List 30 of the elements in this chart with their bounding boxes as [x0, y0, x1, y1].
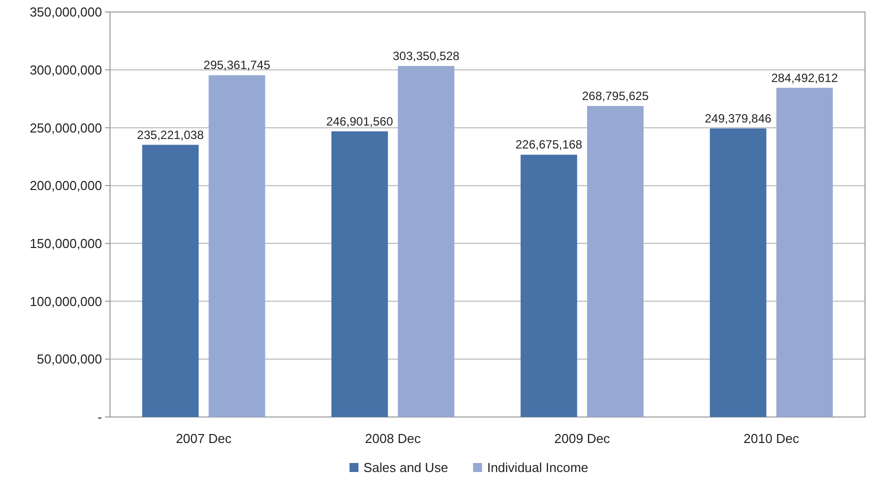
- data-label: 268,795,625: [582, 88, 650, 103]
- y-tick-label: -: [98, 410, 102, 425]
- data-label: 249,379,846: [704, 111, 772, 126]
- x-tick-label: 2007 Dec: [176, 431, 232, 446]
- legend-label: Individual Income: [487, 460, 588, 476]
- data-label: 235,221,038: [137, 128, 204, 142]
- x-tick-label: 2008 Dec: [365, 431, 422, 446]
- bar: [331, 131, 388, 417]
- bar: [398, 66, 454, 417]
- legend-label: Sales and Use: [364, 460, 448, 476]
- bar: [142, 144, 199, 417]
- x-tick-label: 2010 Dec: [744, 431, 800, 446]
- bar: [776, 88, 833, 417]
- data-label: 246,901,560: [326, 114, 394, 128]
- data-label: 303,350,528: [392, 48, 460, 63]
- x-tick-label: 2009 Dec: [554, 431, 610, 446]
- bar: [710, 128, 766, 417]
- y-tick-label: 50,000,000: [36, 352, 102, 367]
- y-tick-label: 250,000,000: [30, 120, 102, 136]
- data-label: 284,492,612: [771, 70, 838, 85]
- bar: [587, 106, 644, 417]
- y-tick-label: 300,000,000: [30, 62, 102, 78]
- y-tick-label: 100,000,000: [30, 294, 102, 309]
- y-tick-label: 350,000,000: [30, 4, 102, 20]
- y-tick-label: 150,000,000: [30, 236, 102, 251]
- y-tick-label: 200,000,000: [30, 178, 102, 194]
- data-label: 295,361,745: [204, 58, 271, 72]
- data-label: 226,675,168: [516, 138, 583, 152]
- bar: [520, 154, 578, 417]
- bar: [208, 75, 266, 417]
